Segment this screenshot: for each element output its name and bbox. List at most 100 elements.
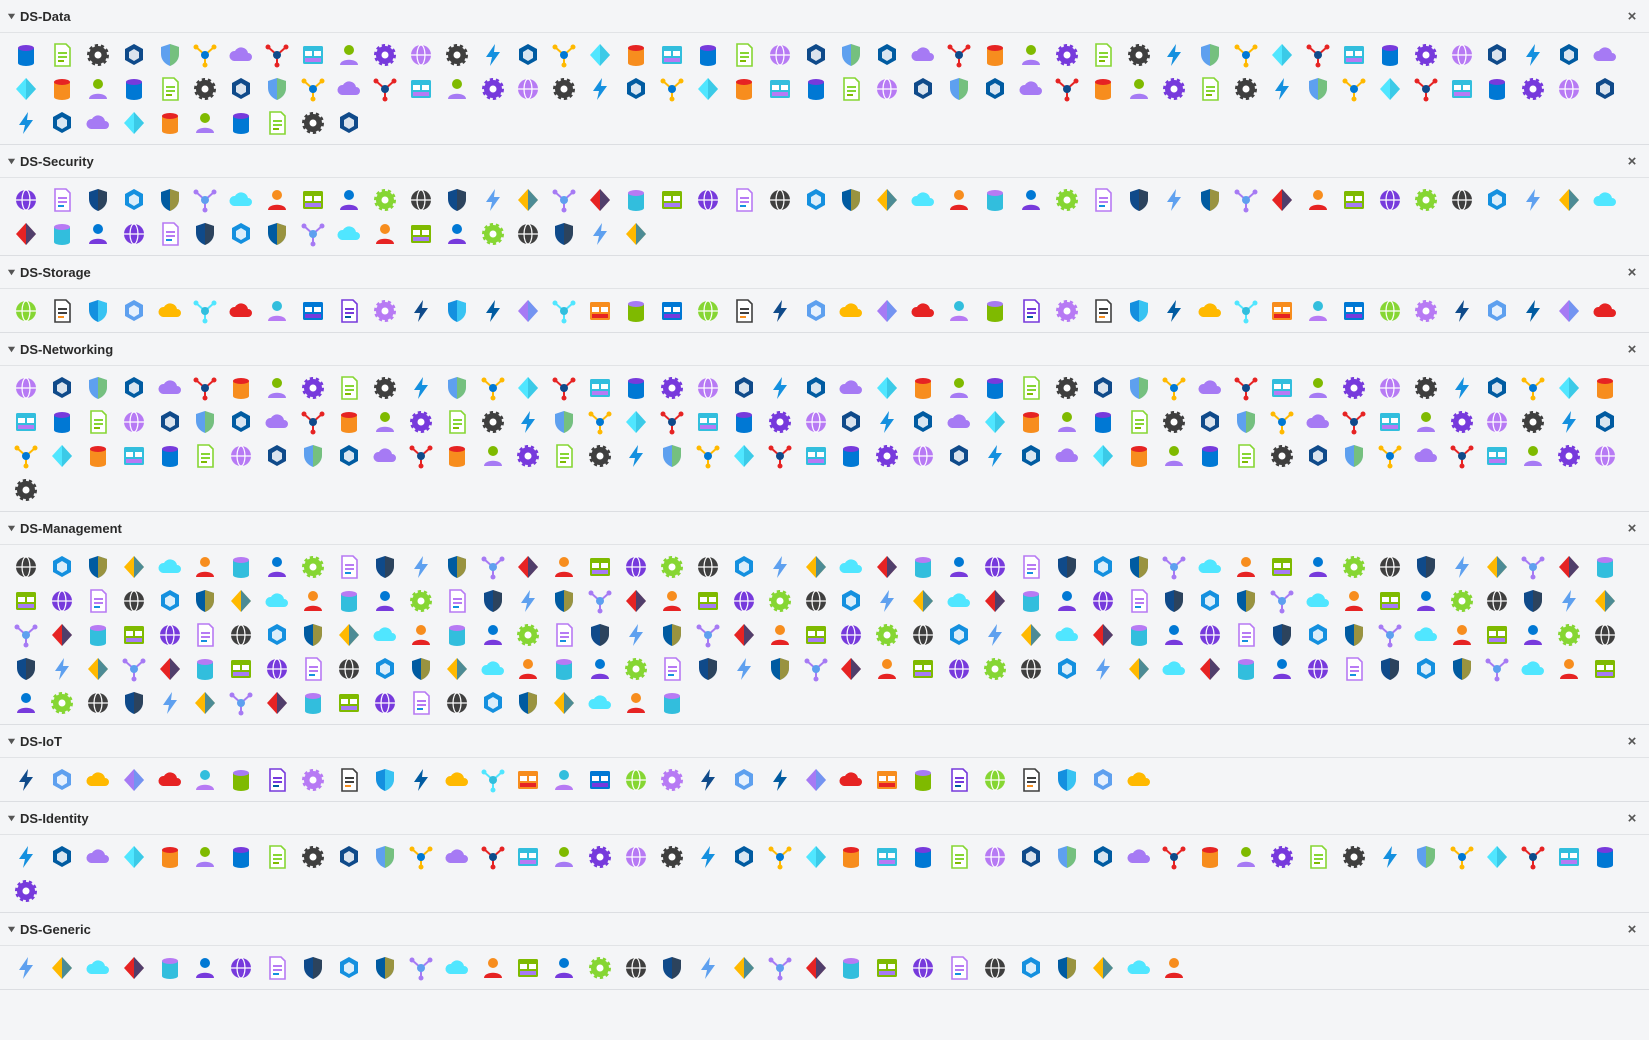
shape-icon[interactable] <box>44 652 80 686</box>
shape-icon[interactable] <box>1013 294 1049 328</box>
shape-icon[interactable] <box>869 763 905 797</box>
shape-icon[interactable] <box>869 584 905 618</box>
shape-icon[interactable] <box>1085 439 1121 473</box>
shape-icon[interactable] <box>1408 183 1444 217</box>
shape-icon[interactable] <box>403 294 439 328</box>
shape-icon[interactable] <box>259 72 295 106</box>
shape-icon[interactable] <box>510 217 546 251</box>
shape-icon[interactable] <box>439 183 475 217</box>
shape-icon[interactable] <box>654 840 690 874</box>
shape-icon[interactable] <box>116 405 152 439</box>
shape-icon[interactable] <box>1587 618 1623 652</box>
shape-icon[interactable] <box>546 686 582 720</box>
shape-icon[interactable] <box>726 439 762 473</box>
shape-icon[interactable] <box>1444 183 1480 217</box>
shape-icon[interactable] <box>80 106 116 140</box>
shape-icon[interactable] <box>798 38 834 72</box>
shape-icon[interactable] <box>1264 294 1300 328</box>
shape-icon[interactable] <box>582 371 618 405</box>
shape-icon[interactable] <box>1049 763 1085 797</box>
shape-icon[interactable] <box>977 405 1013 439</box>
shape-icon[interactable] <box>1444 840 1480 874</box>
shape-icon[interactable] <box>1013 72 1049 106</box>
shape-icon[interactable] <box>726 618 762 652</box>
close-icon[interactable]: × <box>1627 519 1637 537</box>
shape-icon[interactable] <box>259 183 295 217</box>
shape-icon[interactable] <box>259 951 295 985</box>
shape-icon[interactable] <box>367 652 403 686</box>
shape-icon[interactable] <box>1013 840 1049 874</box>
shape-icon[interactable] <box>1049 405 1085 439</box>
shape-icon[interactable] <box>403 618 439 652</box>
shape-icon[interactable] <box>223 439 259 473</box>
shape-icon[interactable] <box>8 584 44 618</box>
shape-icon[interactable] <box>116 584 152 618</box>
shape-icon[interactable] <box>331 584 367 618</box>
collapse-triangle-icon[interactable] <box>4 342 18 356</box>
shape-icon[interactable] <box>1372 618 1408 652</box>
shape-icon[interactable] <box>152 294 188 328</box>
shape-icon[interactable] <box>80 72 116 106</box>
shape-icon[interactable] <box>295 840 331 874</box>
shape-icon[interactable] <box>941 951 977 985</box>
shape-icon[interactable] <box>1121 294 1157 328</box>
shape-icon[interactable] <box>8 763 44 797</box>
shape-icon[interactable] <box>223 584 259 618</box>
shape-icon[interactable] <box>80 763 116 797</box>
shape-icon[interactable] <box>1551 439 1587 473</box>
shape-icon[interactable] <box>152 72 188 106</box>
shape-icon[interactable] <box>941 72 977 106</box>
shape-icon[interactable] <box>690 294 726 328</box>
shape-icon[interactable] <box>259 840 295 874</box>
shape-icon[interactable] <box>44 951 80 985</box>
shape-icon[interactable] <box>1444 584 1480 618</box>
collapse-triangle-icon[interactable] <box>4 811 18 825</box>
shape-icon[interactable] <box>977 550 1013 584</box>
shape-icon[interactable] <box>1336 584 1372 618</box>
collapse-triangle-icon[interactable] <box>4 265 18 279</box>
shape-icon[interactable] <box>618 840 654 874</box>
shape-icon[interactable] <box>259 371 295 405</box>
shape-icon[interactable] <box>1049 652 1085 686</box>
shape-icon[interactable] <box>690 38 726 72</box>
shape-icon[interactable] <box>44 183 80 217</box>
shape-icon[interactable] <box>1587 371 1623 405</box>
shape-icon[interactable] <box>331 72 367 106</box>
shape-icon[interactable] <box>582 72 618 106</box>
shape-icon[interactable] <box>510 951 546 985</box>
shape-icon[interactable] <box>475 686 511 720</box>
shape-icon[interactable] <box>1408 371 1444 405</box>
shape-icon[interactable] <box>116 38 152 72</box>
shape-icon[interactable] <box>618 618 654 652</box>
shape-icon[interactable] <box>1121 183 1157 217</box>
shape-icon[interactable] <box>223 106 259 140</box>
shape-icon[interactable] <box>1336 405 1372 439</box>
shape-icon[interactable] <box>1444 550 1480 584</box>
shape-icon[interactable] <box>439 951 475 985</box>
shape-icon[interactable] <box>1157 294 1193 328</box>
shape-icon[interactable] <box>1480 840 1516 874</box>
shape-icon[interactable] <box>223 550 259 584</box>
shape-icon[interactable] <box>187 652 223 686</box>
shape-icon[interactable] <box>762 550 798 584</box>
shape-icon[interactable] <box>475 294 511 328</box>
shape-icon[interactable] <box>1013 550 1049 584</box>
shape-icon[interactable] <box>510 183 546 217</box>
shape-icon[interactable] <box>618 371 654 405</box>
shape-icon[interactable] <box>475 371 511 405</box>
shape-icon[interactable] <box>977 439 1013 473</box>
shape-icon[interactable] <box>1372 652 1408 686</box>
shape-icon[interactable] <box>618 294 654 328</box>
shape-icon[interactable] <box>690 840 726 874</box>
shape-icon[interactable] <box>726 38 762 72</box>
shape-icon[interactable] <box>726 584 762 618</box>
shape-icon[interactable] <box>152 618 188 652</box>
shape-icon[interactable] <box>654 763 690 797</box>
shape-icon[interactable] <box>223 618 259 652</box>
shape-icon[interactable] <box>941 294 977 328</box>
shape-icon[interactable] <box>367 294 403 328</box>
shape-icon[interactable] <box>295 106 331 140</box>
shape-icon[interactable] <box>1515 183 1551 217</box>
shape-icon[interactable] <box>1049 371 1085 405</box>
shape-icon[interactable] <box>1300 183 1336 217</box>
